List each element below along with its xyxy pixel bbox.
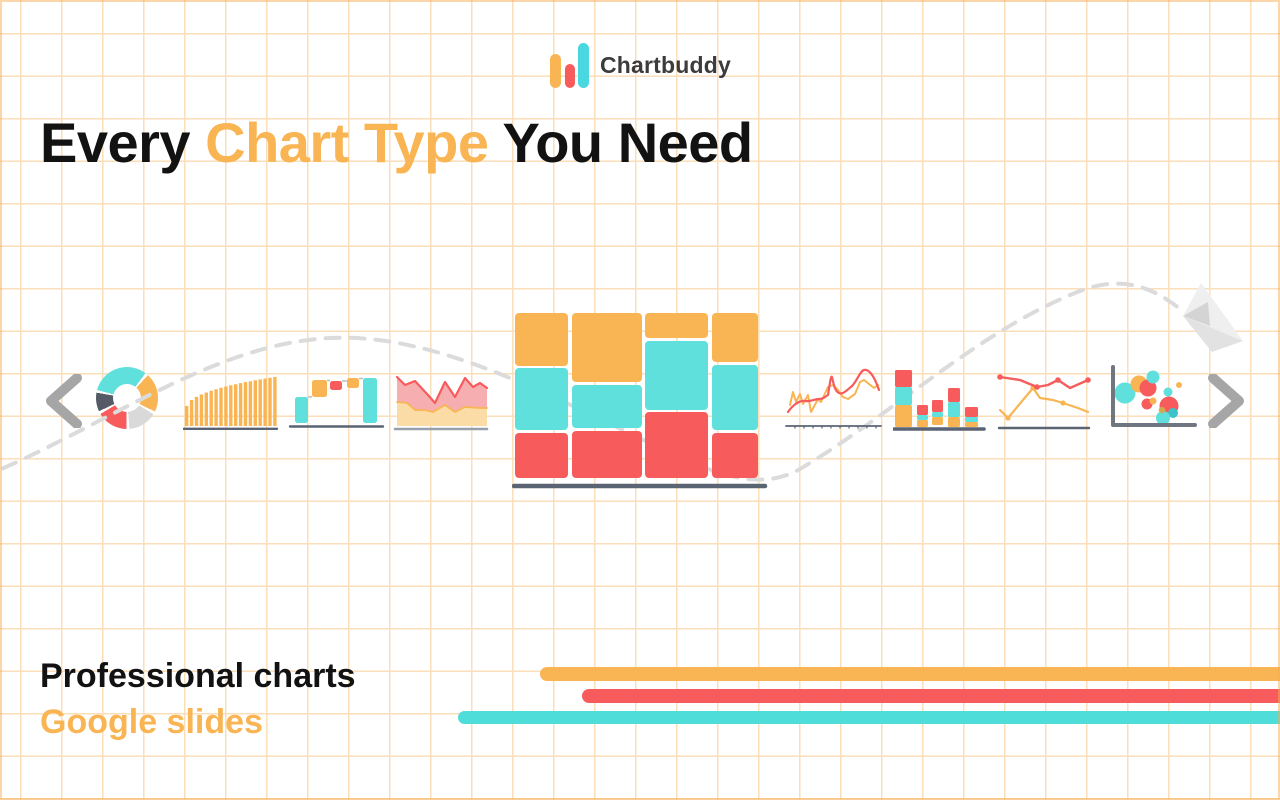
sketch-line-chart-thumb[interactable]: [783, 362, 885, 432]
brand-logo: Chartbuddy: [549, 42, 731, 89]
waterfall-chart-thumb[interactable]: [288, 372, 386, 430]
stacked-area-chart-thumb[interactable]: [392, 368, 490, 431]
bar-chart-logo-icon: [549, 42, 591, 89]
footer-bar-teal: [458, 711, 1280, 724]
title-highlight: Chart Type: [205, 111, 489, 174]
footer-label-google-slides: Google slides: [40, 703, 263, 741]
page-title: Every Chart Type You Need: [40, 110, 753, 175]
footer-label-professional-charts: Professional charts: [40, 657, 356, 695]
cumulative-bar-chart-thumb[interactable]: [183, 369, 279, 431]
carousel-prev-button[interactable]: [44, 374, 84, 428]
footer-bar-red: [582, 689, 1280, 703]
title-suffix: You Need: [488, 111, 754, 174]
title-prefix: Every: [40, 111, 206, 174]
mosaic-chart-thumb[interactable]: [512, 310, 768, 492]
donut-chart-thumb[interactable]: [96, 367, 158, 429]
bubble-chart-thumb[interactable]: [1106, 362, 1202, 432]
paper-plane-icon: [1183, 283, 1243, 352]
brand-name: Chartbuddy: [599, 52, 732, 78]
carousel-next-button[interactable]: [1206, 374, 1246, 428]
stacked-bar-chart-thumb[interactable]: [893, 365, 987, 432]
footer-bar-orange: [540, 667, 1280, 681]
marker-line-chart-thumb[interactable]: [997, 365, 1093, 432]
